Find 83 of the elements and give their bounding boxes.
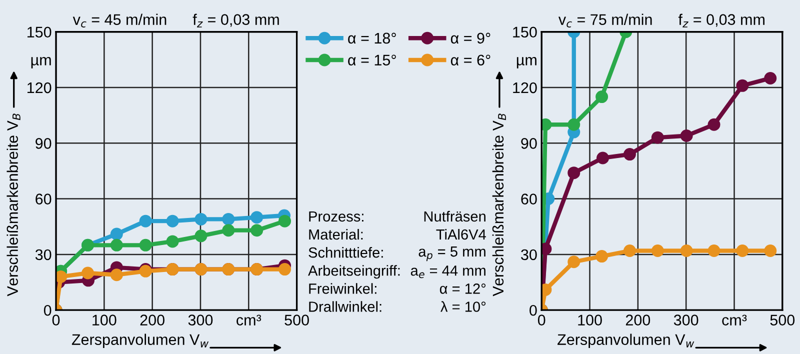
point — [736, 244, 749, 257]
point — [194, 230, 208, 242]
text: TiAl6V4 — [436, 228, 486, 240]
chart-title: v$_{c}$ = 75 m/min f$_{z}$ = 0,03 mm — [558, 14, 764, 28]
x-tick-label: 300 — [674, 314, 698, 326]
text: Arbeitseingriff: — [308, 265, 400, 279]
x-tick-label: 500 — [770, 314, 795, 326]
point — [110, 268, 123, 282]
y-tick-label: 60 — [36, 194, 52, 204]
point — [568, 118, 580, 131]
point — [194, 212, 208, 226]
point — [764, 244, 777, 257]
text: Prozess: — [309, 211, 364, 222]
point — [651, 131, 664, 144]
point — [82, 266, 94, 280]
point — [708, 118, 720, 131]
text: λ = 10° — [440, 301, 486, 312]
point — [680, 244, 693, 257]
point — [568, 166, 580, 180]
text: Schnitttiefe: — [308, 247, 383, 258]
point — [250, 224, 264, 237]
point — [278, 263, 292, 276]
point — [651, 244, 664, 257]
legend-label: α = 6° — [450, 54, 490, 66]
x-tick-label: cm³ — [722, 314, 747, 326]
point — [250, 211, 264, 224]
text: a$_{e}$ = 44 mm — [410, 266, 486, 278]
x-tick-label: 200 — [626, 314, 650, 326]
x-tick-label: 100 — [578, 314, 602, 326]
y-tick-label: 90 — [36, 138, 52, 149]
point — [596, 152, 610, 164]
text: a$_{p}$ = 5 mm — [418, 246, 486, 262]
y-tick-label: 150 — [28, 26, 52, 38]
point — [623, 148, 636, 161]
y-tick-label: 0 — [530, 304, 537, 316]
point — [166, 214, 179, 228]
x-tick-label: 500 — [284, 314, 309, 326]
y-tick-label: 150 — [513, 26, 537, 38]
y-tick-label: 120 — [513, 82, 537, 94]
point — [680, 129, 693, 142]
point — [623, 244, 636, 257]
y-tick-label: µm — [31, 57, 51, 68]
x-tick-label: 0 — [52, 314, 60, 326]
y-tick-label: 120 — [28, 82, 52, 94]
y-tick-label: 90 — [521, 138, 537, 149]
legend-label: α = 15° — [348, 54, 396, 66]
legend-label: α = 9° — [450, 32, 490, 44]
point — [139, 238, 152, 252]
point — [736, 79, 749, 92]
point — [596, 90, 608, 104]
x-tick-label: 0 — [538, 314, 546, 326]
x-axis-title: Zerspanvolumen V$_{w}$ — [72, 334, 209, 348]
point — [764, 72, 777, 84]
y-tick-label: 30 — [521, 249, 537, 260]
y-tick-label: 30 — [35, 249, 52, 260]
legend-label: α = 18° — [348, 32, 396, 44]
text: Nutfräsen — [424, 210, 486, 222]
point — [596, 250, 608, 263]
x-tick-label: 300 — [188, 314, 213, 326]
text: Material: — [309, 228, 363, 240]
x-axis-title: Zerspanvolumen V$_{w}$ — [558, 334, 694, 348]
y-tick-label: µm — [516, 57, 536, 68]
y-tick-label: 0 — [44, 304, 52, 316]
point — [166, 235, 179, 248]
point — [708, 244, 720, 257]
text: α = 12° — [440, 284, 486, 294]
point — [568, 256, 580, 268]
point — [222, 224, 235, 237]
x-tick-label: 100 — [92, 314, 116, 326]
y-tick-label: 60 — [521, 194, 537, 204]
point — [278, 214, 292, 228]
text: Freiwinkel: — [309, 283, 376, 294]
text: Drallwinkel: — [309, 301, 382, 312]
point — [110, 228, 123, 240]
point — [139, 214, 152, 228]
x-tick-label: 200 — [140, 314, 164, 326]
x-tick-label: cm³ — [236, 314, 262, 326]
y-axis-title: Verschleißmarkenbreite V$_{B}$ — [6, 114, 20, 296]
chart-title: v$_{c}$ = 45 m/min f$_{z}$ = 0,03 mm — [72, 14, 279, 28]
point — [110, 238, 123, 252]
point — [222, 212, 235, 226]
point — [56, 270, 68, 283]
y-axis-title: Verschleißmarkenbreite V$_{B}$ — [492, 114, 506, 296]
